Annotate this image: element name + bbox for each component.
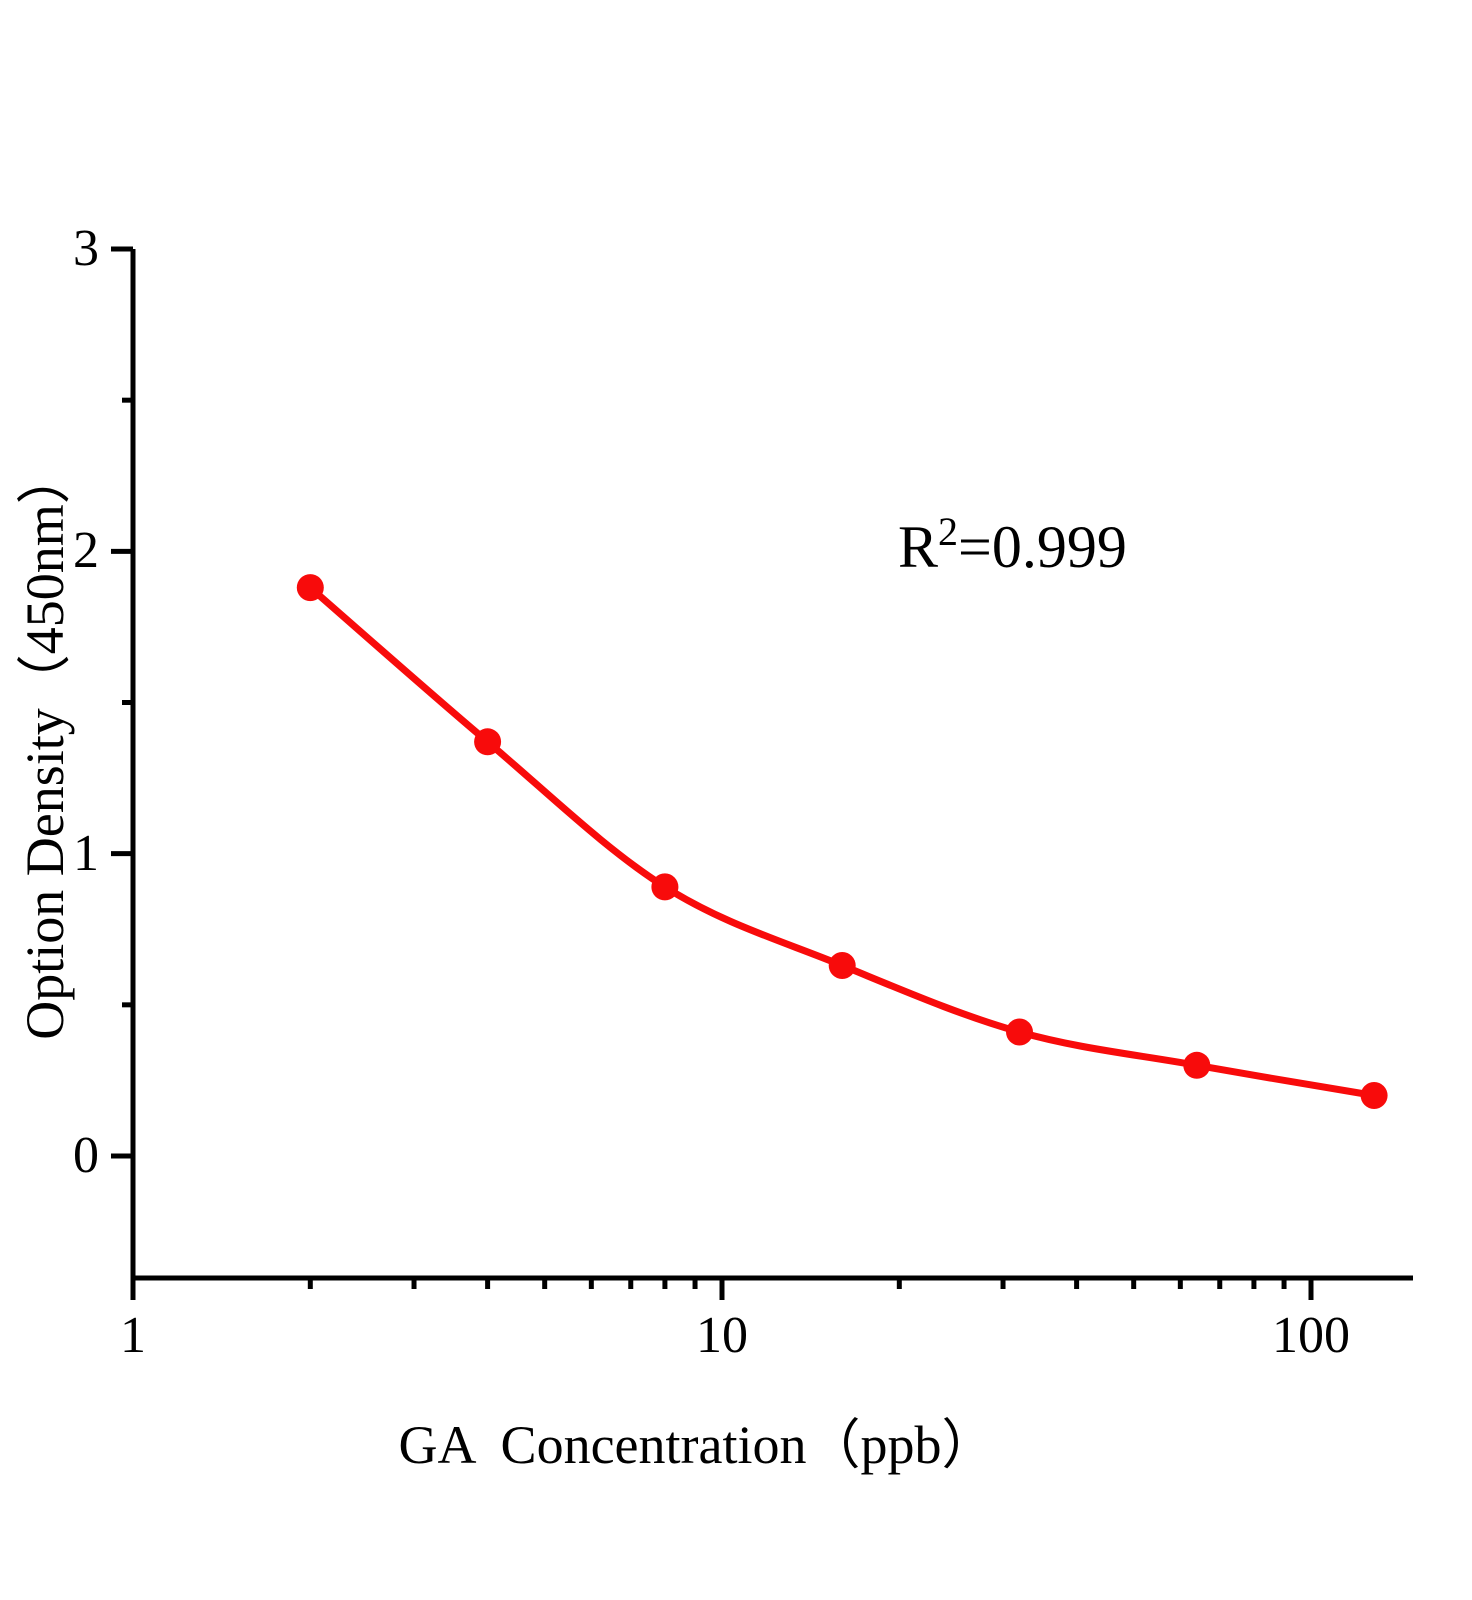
y-tick-label: 1 (73, 824, 99, 882)
x-tick-label: 100 (1272, 1307, 1350, 1364)
annotation-exponent: 2 (938, 509, 959, 554)
annotation-value: =0.999 (958, 514, 1127, 580)
annotation-base: R (898, 514, 939, 580)
x-tick-label: 10 (696, 1307, 748, 1364)
data-point (1360, 1082, 1388, 1109)
data-point (1006, 1018, 1033, 1046)
data-point (1183, 1051, 1211, 1079)
data-point (296, 574, 324, 602)
y-tick-label: 2 (73, 522, 99, 580)
data-point (474, 728, 502, 756)
x-tick-label: 1 (120, 1307, 146, 1364)
y-axis-title: Option Density（450nm） (15, 450, 75, 1040)
fit-curve (306, 584, 1378, 1099)
data-point (828, 952, 856, 979)
y-tick-label: 0 (73, 1127, 99, 1184)
y-tick-label: 3 (73, 220, 99, 277)
r-squared-annotation: R2=0.999 (898, 509, 1127, 589)
x-axis-title: GA Concentration（ppb） (398, 1415, 996, 1475)
data-point (651, 873, 679, 901)
